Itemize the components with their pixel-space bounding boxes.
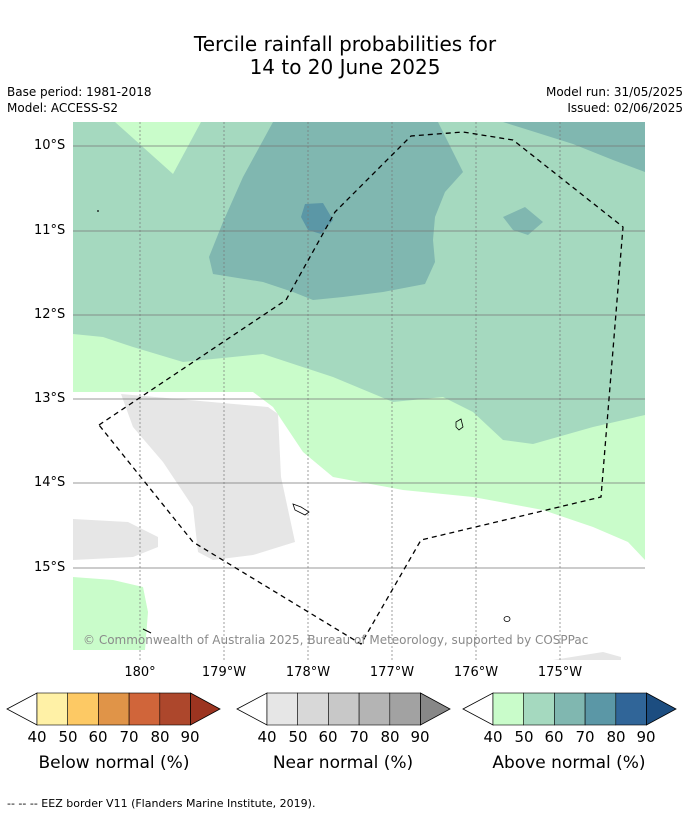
- above-tick-60: 60: [544, 728, 564, 746]
- lon-label-175w: 175°W: [537, 665, 583, 680]
- near-tick-70: 70: [349, 728, 369, 746]
- lon-label-178w: 178°W: [285, 665, 331, 680]
- near-tick-50: 50: [288, 728, 308, 746]
- below-tick-60: 60: [88, 728, 108, 746]
- issued-date: Issued: 02/06/2025: [567, 101, 683, 115]
- near-tick-90: 90: [410, 728, 430, 746]
- colorbar-above: [462, 692, 677, 726]
- legend-above-title: Above normal (%): [492, 753, 646, 773]
- region-near-40-w: [73, 519, 158, 560]
- island-c: [503, 616, 511, 622]
- near-tick-60: 60: [318, 728, 338, 746]
- region-near-40: [121, 394, 295, 560]
- lat-label-10s: 10°S: [34, 138, 66, 153]
- region-above-60-e: [503, 207, 543, 235]
- near-tick-40: 40: [257, 728, 277, 746]
- above-tick-40: 40: [483, 728, 503, 746]
- map-title-line1: Tercile rainfall probabilities for: [193, 32, 497, 56]
- lat-label-14s: 14°S: [34, 475, 66, 490]
- island-b: [292, 503, 310, 516]
- legend-near-title: Near normal (%): [272, 753, 414, 773]
- lon-label-180: 180°: [124, 665, 156, 680]
- map-svg: [73, 122, 645, 660]
- below-tick-90: 90: [180, 728, 200, 746]
- below-tick-50: 50: [58, 728, 78, 746]
- legend-below-title: Below normal (%): [38, 753, 190, 773]
- above-tick-50: 50: [514, 728, 534, 746]
- below-tick-70: 70: [119, 728, 139, 746]
- lon-label-176w: 176°W: [453, 665, 499, 680]
- island-a: [455, 418, 464, 431]
- colorbar-near: [236, 692, 451, 726]
- map-panel: [73, 122, 645, 660]
- region-near-40-se: [553, 652, 621, 660]
- lat-label-13s: 13°S: [34, 391, 66, 406]
- below-tick-80: 80: [150, 728, 170, 746]
- graticule: [73, 145, 645, 569]
- lat-label-12s: 12°S: [34, 307, 66, 322]
- lat-label-11s: 11°S: [34, 223, 66, 238]
- above-tick-70: 70: [575, 728, 595, 746]
- lon-label-179w: 179°W: [201, 665, 247, 680]
- colorbars: [6, 692, 677, 726]
- eez-footnote: -- -- -- EEZ border V11 (Flanders Marine…: [7, 797, 316, 810]
- eez-border: [98, 131, 624, 645]
- region-above-70: [301, 203, 333, 234]
- near-tick-80: 80: [380, 728, 400, 746]
- lon-label-177w: 177°W: [369, 665, 415, 680]
- region-above-40-sw: [73, 577, 148, 650]
- above-tick-90: 90: [636, 728, 656, 746]
- colorbar-below: [6, 692, 221, 726]
- region-above-60-ne: [503, 122, 645, 172]
- model-name: Model: ACCESS-S2: [7, 101, 119, 115]
- below-tick-40: 40: [27, 728, 47, 746]
- map-title-line2: 14 to 20 June 2025: [249, 55, 441, 79]
- above-tick-80: 80: [606, 728, 626, 746]
- lat-label-15s: 15°S: [34, 560, 66, 575]
- model-run: Model run: 31/05/2025: [545, 85, 683, 99]
- copyright-credit: © Commonwealth of Australia 2025, Bureau…: [83, 633, 589, 647]
- base-period: Base period: 1981-2018: [7, 85, 152, 99]
